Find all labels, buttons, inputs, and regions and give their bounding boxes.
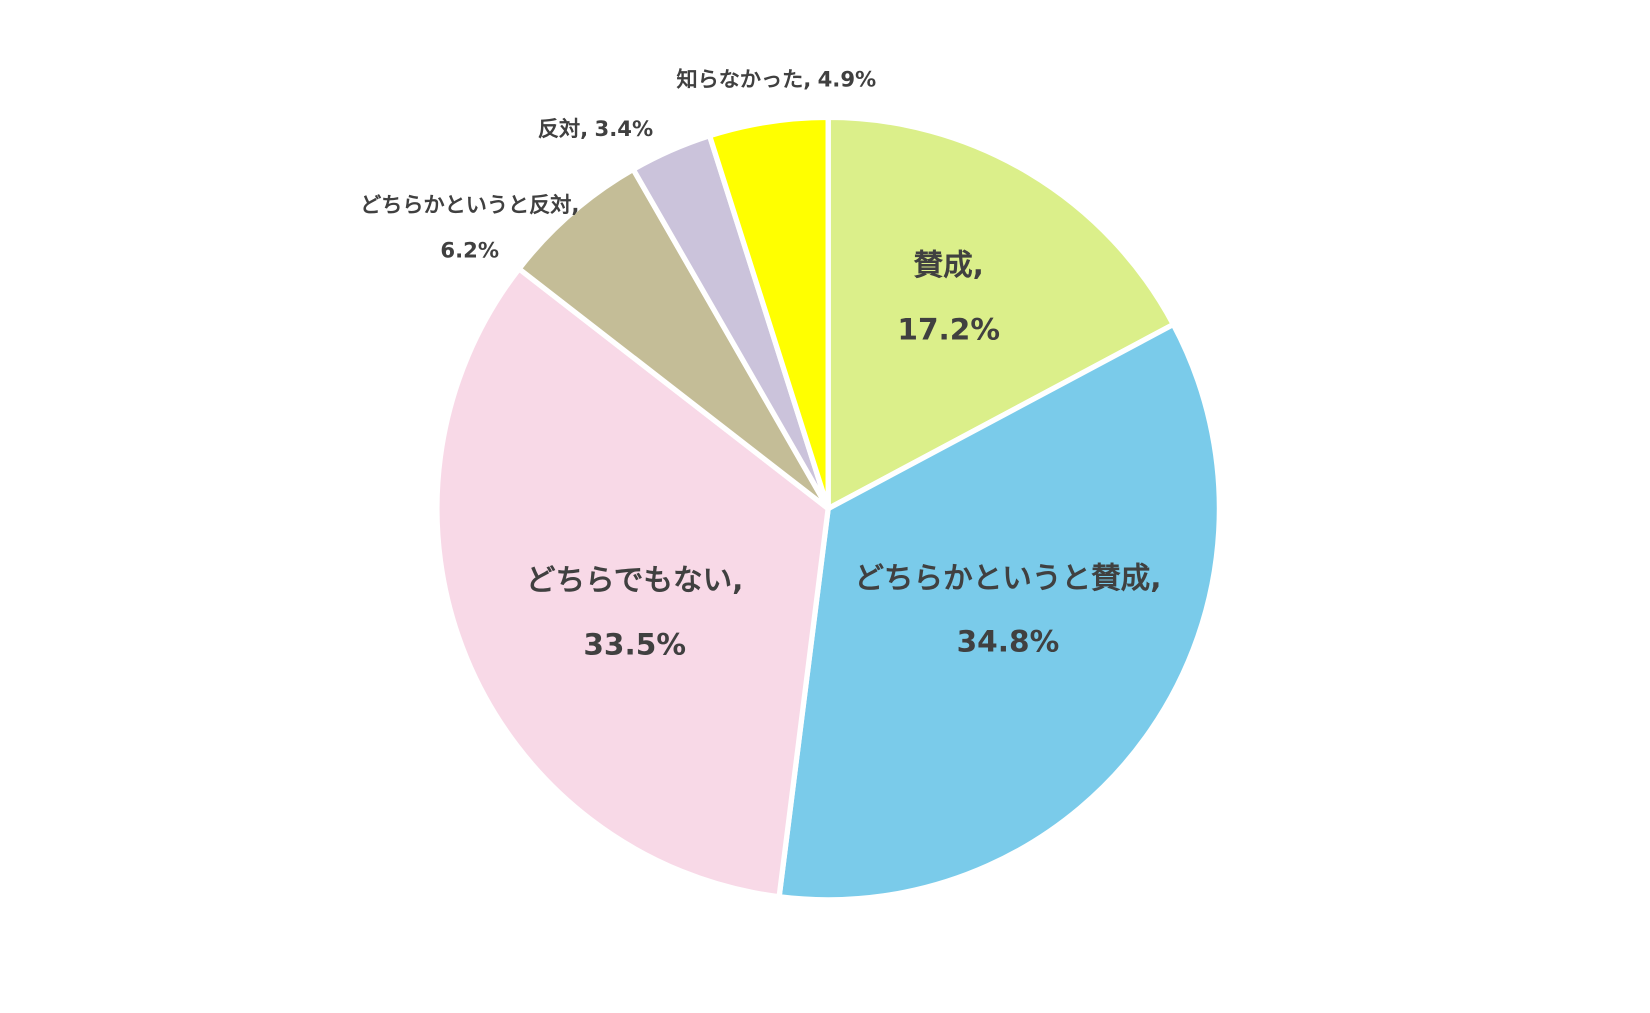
pie-slice [516,166,831,512]
pie-slice [825,114,1177,512]
value-label: 34.8% [957,624,1060,658]
data-label: 反対, 3.4% [538,116,653,141]
pie-slice [434,266,831,900]
value-label: 6.2% [440,238,499,263]
pie-slice [706,114,831,512]
category-label: 反対, [538,116,588,141]
category-label: どちらかというと賛成, [854,561,1161,595]
value-label: 4.9% [818,66,877,91]
category-label: 知らなかった, [676,66,811,91]
value-label: 3.4% [595,116,654,141]
value-label: 33.5% [583,628,686,662]
pie-slice [776,321,1223,903]
value-label: 17.2% [897,312,1000,346]
category-label: どちらかというと反対, [360,192,579,217]
category-label: どちらでもない, [526,563,744,597]
category-label: 賛成, [913,248,983,282]
data-label: 知らなかった, 4.9% [676,66,876,91]
